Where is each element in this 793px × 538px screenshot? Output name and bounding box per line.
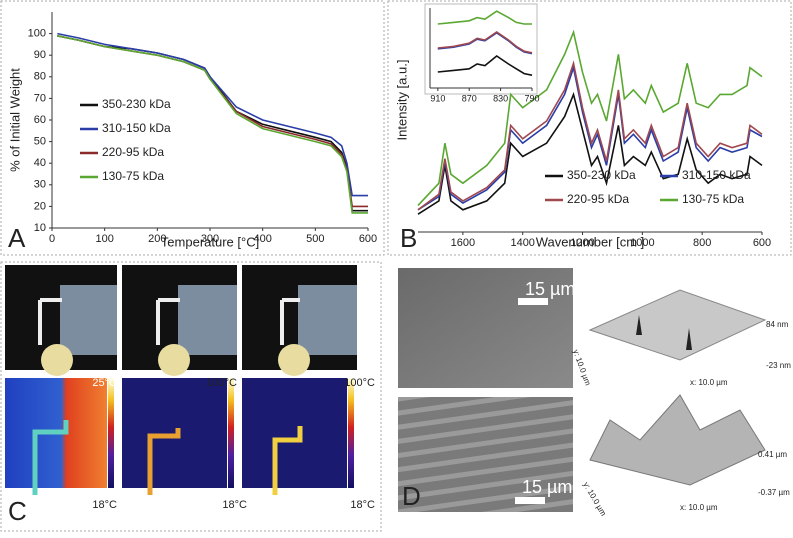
afm-surface (588, 289, 767, 361)
series-line (57, 32, 368, 197)
y-tick-label: 10 (34, 222, 46, 234)
series-line (417, 60, 763, 211)
afm-surface (589, 394, 766, 486)
series-line (417, 29, 763, 206)
temp-max: 100°C (344, 377, 375, 389)
x-tick-label: 1000 (630, 237, 654, 249)
panel-a-frame (0, 0, 385, 256)
x-tick-label: 200 (148, 233, 166, 245)
x-tick-label: 400 (253, 233, 271, 245)
y-tick-label: 40 (34, 157, 46, 169)
x-tick-label: 870 (462, 93, 477, 103)
x-tick-label: 910 (430, 93, 445, 103)
series-line (57, 35, 368, 214)
x-tick-label: 100 (95, 233, 113, 245)
afm-z-min: -0.37 µm (758, 488, 790, 497)
panel-c-frame (0, 261, 382, 532)
temp-min: 18°C (222, 499, 247, 511)
legend-label: 350-230 kDa (102, 97, 171, 111)
afm-z-max: 84 nm (766, 320, 789, 329)
y-tick-label: 50 (34, 136, 46, 148)
y-tick-label: 60 (34, 114, 46, 126)
scale-bar (515, 497, 545, 504)
temp-min: 18°C (92, 499, 117, 511)
x-tick-label: 1200 (570, 237, 594, 249)
scale-bar-label: 15 µm (522, 477, 572, 497)
y-axis-label: Intensity [a.u.] (394, 60, 409, 141)
panel-label: B (400, 223, 417, 253)
y-tick-label: 20 (34, 200, 46, 212)
x-tick-label: 500 (306, 233, 324, 245)
x-tick-label: 600 (359, 233, 377, 245)
legend-label: 130-75 kDa (102, 169, 164, 183)
legend-label: 310-150 kDa (682, 168, 751, 182)
temp-min: 18°C (350, 499, 375, 511)
photo-row (5, 265, 357, 376)
scale-bar (518, 298, 548, 305)
afm-z-max: 0.41 µm (758, 450, 787, 459)
panel-b-frame (387, 0, 792, 256)
series-line (417, 64, 763, 211)
y-tick-label: 100 (28, 28, 46, 40)
afm-y-label: y: 10.0 µm (571, 348, 592, 387)
series-line (437, 10, 532, 25)
scale-bar-label: 15 µm (525, 279, 575, 299)
panel-label: C (8, 496, 27, 526)
legend-label: 130-75 kDa (682, 192, 744, 206)
y-tick-label: 90 (34, 49, 46, 61)
legend-label: 310-150 kDa (102, 121, 171, 135)
temp-max: 25°C (92, 377, 117, 389)
y-axis-label: % of Initial Weight (7, 68, 22, 172)
series-line (437, 55, 533, 76)
x-tick-label: 830 (493, 93, 508, 103)
x-tick-label: 790 (524, 93, 539, 103)
x-tick-label: 1600 (451, 237, 475, 249)
panel-label: D (402, 481, 421, 511)
afm-z-min: -23 nm (766, 361, 791, 370)
legend-label: 220-95 kDa (567, 192, 629, 206)
afm-x-label: x: 10.0 µm (690, 378, 728, 387)
x-tick-label: 1400 (510, 237, 534, 249)
sem-image (398, 268, 573, 388)
panel-label: A (8, 223, 26, 253)
series-line (417, 91, 763, 215)
x-axis-label: Wavenumber [cm ] (536, 234, 645, 249)
temp-max: 100°C (206, 377, 237, 389)
sem-image (398, 397, 573, 512)
series-line (437, 31, 533, 54)
thermal-row (5, 378, 354, 495)
y-tick-label: 70 (34, 92, 46, 104)
legend-label: 350-230 kDa (567, 168, 636, 182)
x-tick-label: 300 (201, 233, 219, 245)
legend-label: 220-95 kDa (102, 145, 164, 159)
y-tick-label: 30 (34, 179, 46, 191)
x-tick-label: 0 (49, 233, 55, 245)
afm-y-label: y: 10.0 µm (581, 481, 608, 518)
x-tick-label: 800 (693, 237, 711, 249)
y-tick-label: 80 (34, 71, 46, 83)
x-axis-label: Temperature [°C] (161, 234, 259, 249)
afm-x-label: x: 10.0 µm (680, 503, 718, 512)
x-tick-label: 600 (753, 237, 771, 249)
